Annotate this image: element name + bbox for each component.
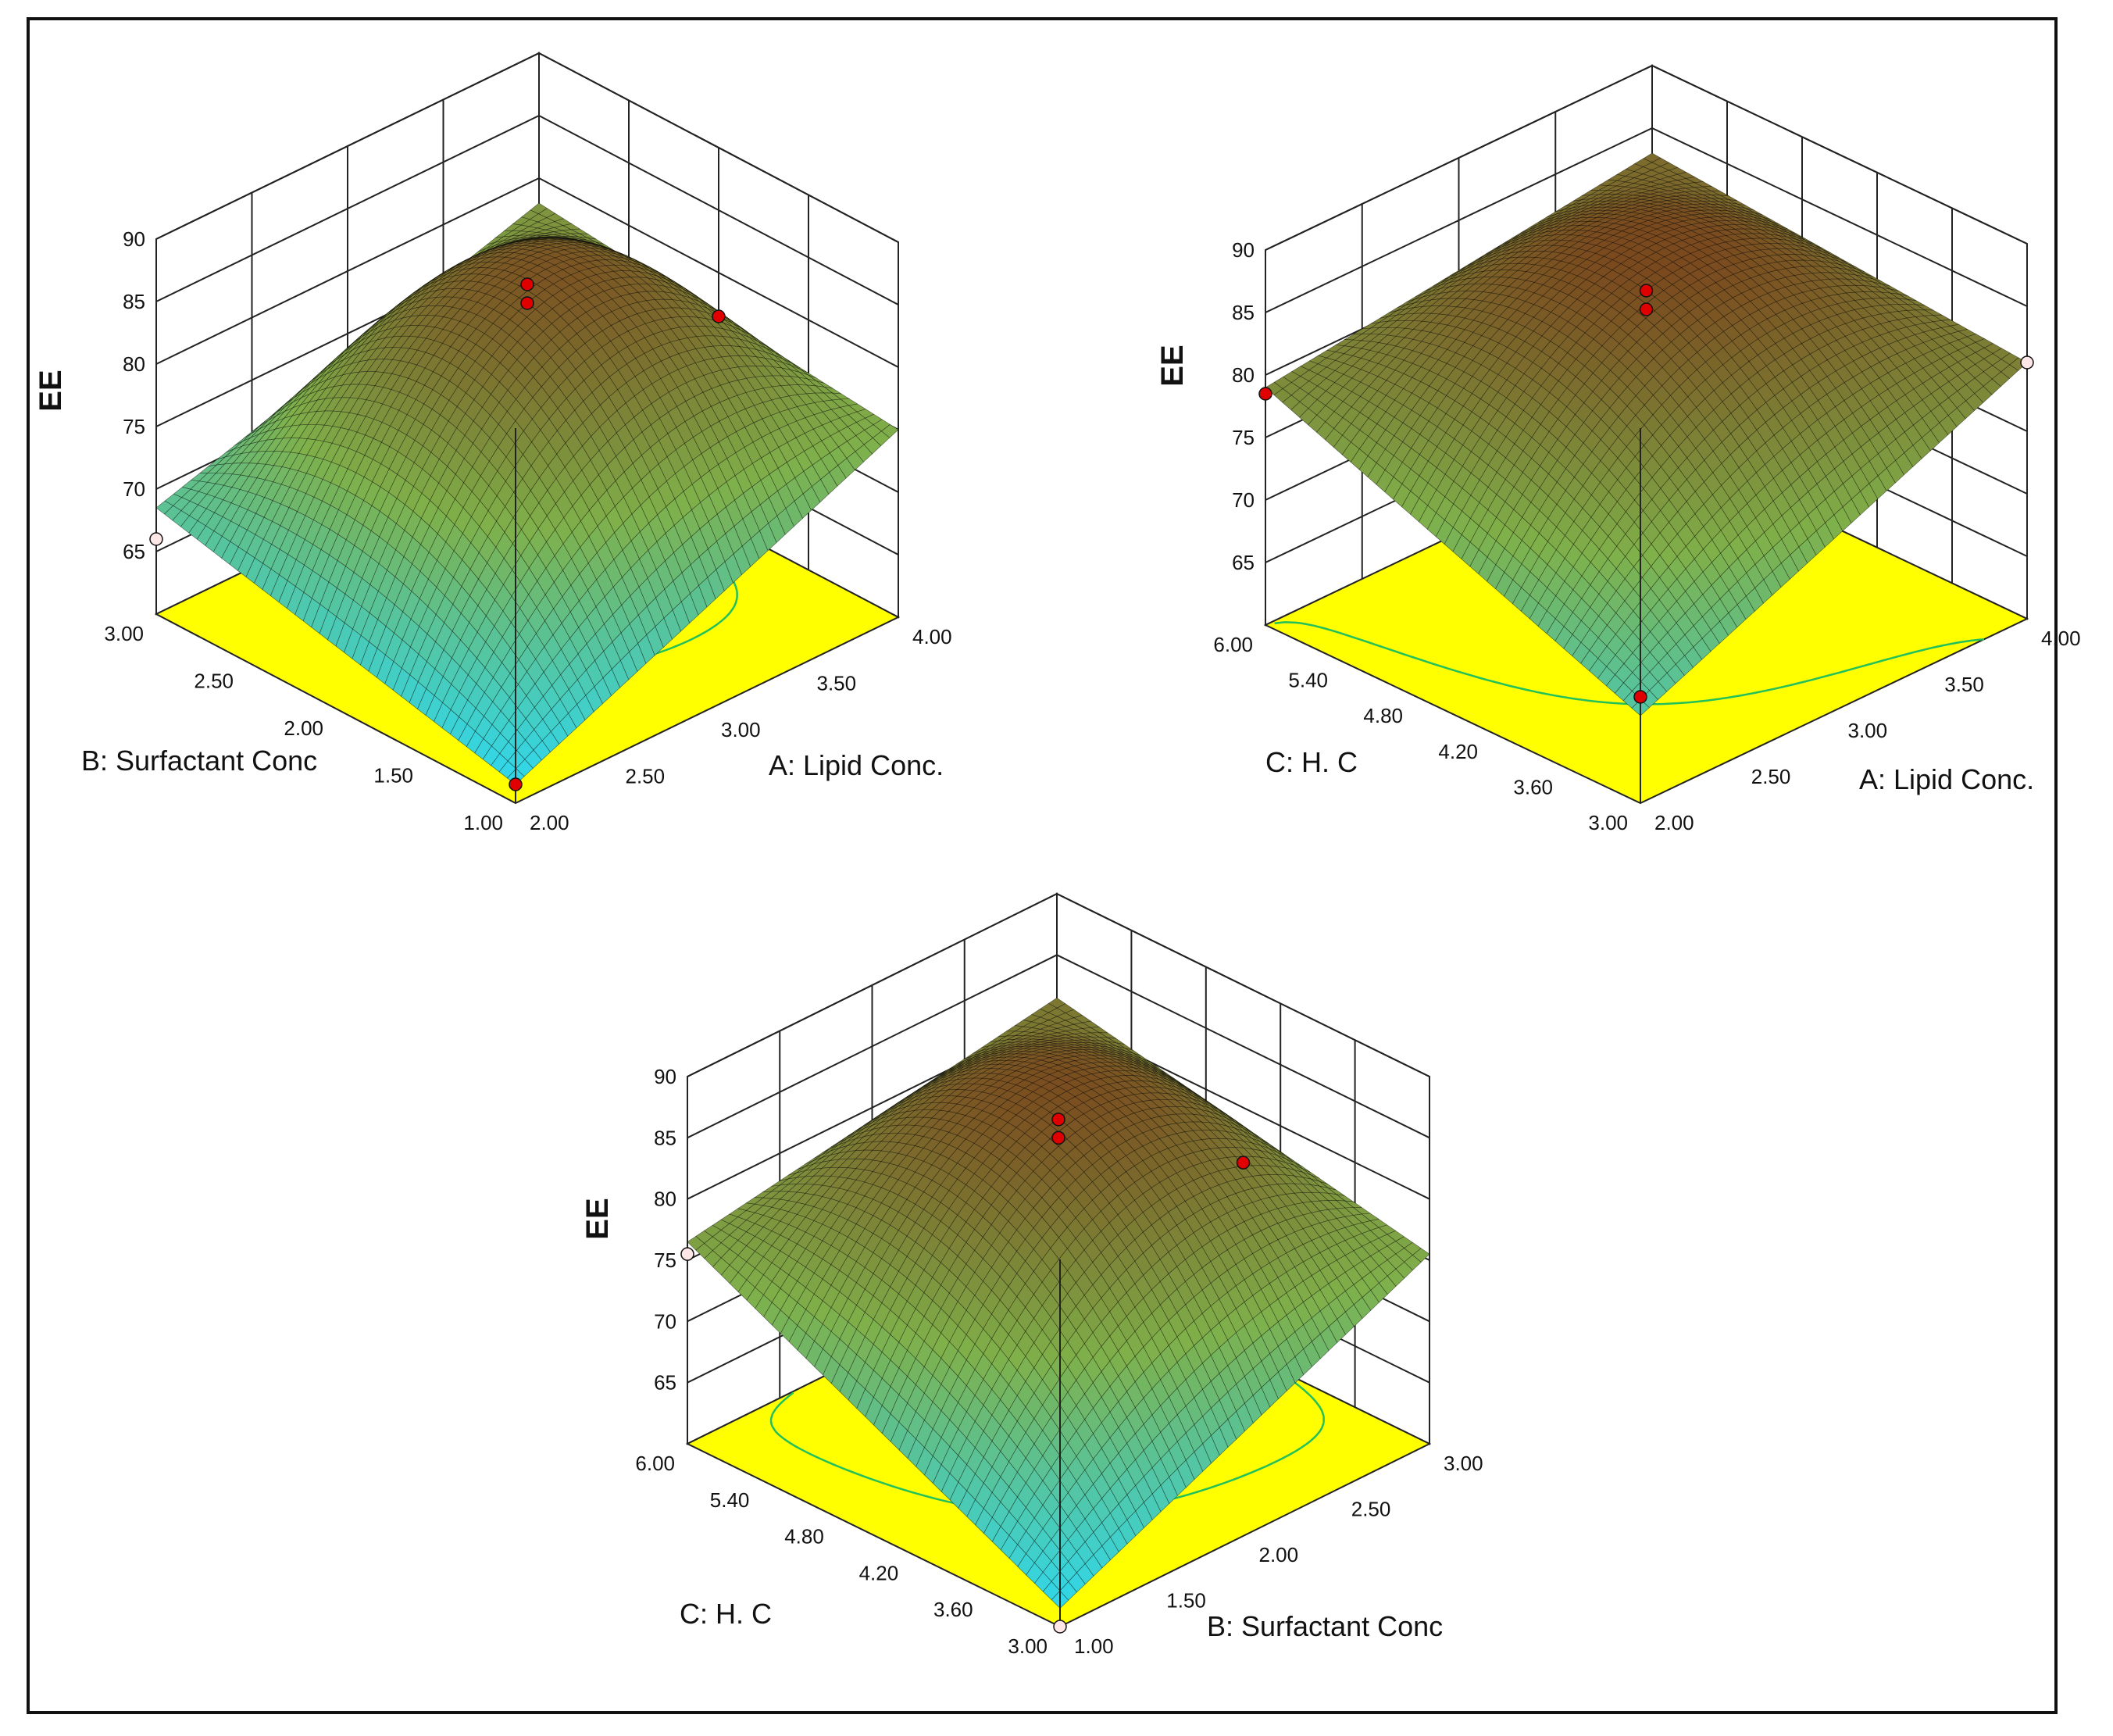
x-axis-title: A: Lipid Conc.	[769, 749, 944, 781]
surface-plot-plot-lipid-surfactant: 65 70 75 80 85 90 EE 2.00 2.50 3.00 3.50 4.00 1.00 1.…	[34, 52, 952, 834]
z-tick-label: 85	[123, 290, 145, 313]
x-tick-label: 2.50	[626, 765, 666, 788]
wall-grid-line	[155, 177, 899, 368]
x-axis-title: A: Lipid Conc.	[1859, 763, 2034, 795]
z-tick-label: 75	[123, 415, 145, 438]
y-tick-label: 4.20	[1438, 740, 1478, 763]
response-surface	[687, 997, 1430, 1609]
z-tick-label: 70	[123, 477, 145, 501]
z-tick-label: 85	[654, 1126, 676, 1149]
design-point	[680, 1247, 694, 1261]
design-point	[509, 777, 523, 791]
design-point	[520, 296, 534, 310]
y-tick-label: 5.40	[710, 1488, 750, 1512]
z-tick-label: 75	[654, 1248, 676, 1272]
y-tick-label: 3.00	[104, 622, 144, 645]
z-axis-title: EE	[1155, 345, 1190, 386]
x-tick-label: 3.50	[817, 672, 857, 695]
surface-plot-plot-lipid-hc: 65 70 75 80 85 90 EE 2.00 2.50 3.00 3.50 4.00 3.00 3.…	[1155, 64, 2081, 834]
design-point	[712, 309, 726, 323]
z-tick-label: 70	[654, 1309, 676, 1333]
x-tick-label: 2.00	[1259, 1543, 1299, 1566]
design-point	[149, 532, 163, 546]
x-tick-label: 3.00	[1848, 719, 1888, 742]
z-tick-label: 75	[1232, 426, 1255, 449]
y-tick-label: 5.40	[1288, 669, 1328, 692]
z-tick-label: 65	[123, 540, 145, 563]
z-tick-label: 80	[1232, 363, 1255, 387]
x-tick-label: 3.00	[1444, 1452, 1483, 1475]
y-tick-label: 1.50	[373, 764, 413, 788]
y-tick-label: 3.00	[1588, 811, 1628, 834]
design-point	[1236, 1156, 1251, 1170]
x-axis-title: B: Surfactant Conc	[1207, 1610, 1443, 1642]
x-tick-label: 3.00	[721, 718, 761, 741]
z-tick-label: 65	[654, 1371, 676, 1395]
wall-grid-line	[155, 114, 899, 305]
response-surface	[1265, 152, 2028, 716]
z-tick-label: 90	[1232, 238, 1255, 262]
design-point	[520, 277, 534, 291]
x-tick-label: 2.50	[1751, 765, 1791, 788]
z-tick-label: 90	[654, 1065, 676, 1088]
design-point	[1051, 1131, 1065, 1145]
wall-grid-line	[687, 954, 1430, 1139]
surface-plot-plot-surfactant-hc: 65 70 75 80 85 90 EE 1.00 1.50 2.00 2.50 3.00 3.00 3.…	[580, 892, 1483, 1658]
design-point	[1258, 387, 1272, 401]
y-axis-title: C: H. C	[1265, 746, 1358, 778]
design-point	[1053, 1620, 1067, 1634]
y-axis-title: B: Surfactant Conc	[81, 745, 317, 777]
y-tick-label: 4.80	[1363, 704, 1403, 727]
wall-grid-line	[1265, 64, 2028, 251]
x-tick-label: 4.00	[912, 625, 952, 648]
y-tick-label: 3.60	[1513, 775, 1553, 798]
z-tick-label: 80	[123, 352, 145, 376]
y-tick-label: 2.50	[194, 670, 234, 693]
x-tick-label: 1.00	[1074, 1634, 1114, 1658]
design-point	[1633, 690, 1647, 704]
y-tick-label: 1.00	[463, 811, 503, 834]
x-tick-label: 2.50	[1351, 1498, 1391, 1521]
z-tick-label: 65	[1232, 551, 1255, 574]
x-tick-label: 3.50	[1944, 673, 1984, 696]
z-axis-title: EE	[34, 370, 68, 411]
contour-line	[1274, 621, 1985, 705]
x-tick-label: 2.00	[1654, 811, 1694, 834]
y-tick-label: 6.00	[635, 1452, 675, 1475]
wall-grid-line	[1265, 127, 2028, 313]
z-tick-label: 80	[654, 1188, 676, 1211]
wall-grid-line	[155, 52, 899, 243]
x-tick-label: 2.00	[530, 811, 569, 834]
z-axis-title: EE	[580, 1198, 615, 1239]
z-tick-label: 70	[1232, 488, 1255, 512]
z-tick-label: 90	[123, 227, 145, 251]
y-tick-label: 3.60	[933, 1598, 973, 1621]
y-tick-label: 3.00	[1008, 1634, 1048, 1658]
y-axis-title: C: H. C	[680, 1598, 772, 1630]
y-tick-label: 4.20	[859, 1561, 899, 1584]
design-point	[1639, 284, 1654, 298]
y-tick-label: 2.00	[284, 716, 323, 740]
x-tick-label: 4.00	[2041, 627, 2081, 650]
x-tick-label: 1.50	[1166, 1589, 1206, 1613]
design-point	[2020, 355, 2034, 370]
wall-grid-line	[687, 892, 1430, 1077]
design-point	[1639, 302, 1654, 316]
y-tick-label: 4.80	[784, 1525, 824, 1548]
y-tick-label: 6.00	[1213, 633, 1253, 656]
z-tick-label: 85	[1232, 301, 1255, 324]
design-point	[1051, 1113, 1065, 1127]
